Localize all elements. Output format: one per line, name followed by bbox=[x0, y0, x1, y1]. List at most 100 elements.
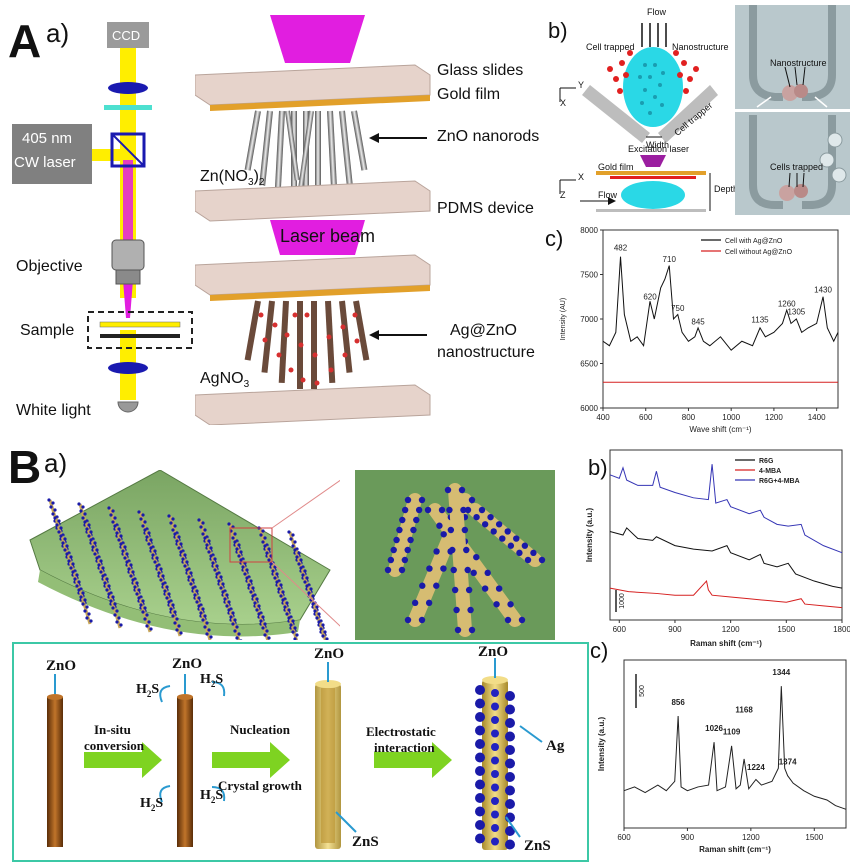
cell-trap-schematic bbox=[559, 23, 718, 212]
inset-rod bbox=[448, 483, 472, 637]
fan-ag-dot bbox=[149, 538, 153, 542]
insitu-label-1: In-situ bbox=[94, 722, 131, 737]
fan-ag-dot bbox=[133, 585, 137, 589]
ac-y-axis-label: Intensity (AU) bbox=[560, 298, 567, 340]
ac-legend-label-1: Cell without Ag@ZnO bbox=[725, 249, 793, 256]
fan-ag-dot bbox=[293, 637, 297, 640]
inset-ag-dot bbox=[418, 496, 426, 504]
fan-ag-dot bbox=[105, 577, 109, 581]
fan-ag-dot bbox=[197, 596, 201, 600]
fan-ag-dot bbox=[87, 523, 91, 527]
fan-ag-dot bbox=[243, 572, 247, 576]
fan-ag-dot bbox=[317, 620, 321, 624]
width-label: Width bbox=[646, 140, 670, 150]
fan-ag-dot bbox=[239, 639, 243, 640]
fan-ag-dot bbox=[97, 563, 101, 567]
fan-ag-dot bbox=[83, 598, 87, 602]
fan-ag-dot bbox=[57, 530, 61, 534]
fan-ag-dot bbox=[233, 540, 237, 544]
fan-ag-dot bbox=[263, 544, 267, 548]
ag-dot bbox=[505, 718, 515, 728]
inset-ag-dot bbox=[458, 486, 466, 494]
bc-peak-label: 1026 bbox=[705, 724, 723, 733]
fan-ag-dot bbox=[177, 546, 181, 550]
fan-ag-dot bbox=[167, 592, 171, 596]
fan-ag-dot bbox=[209, 554, 213, 558]
fan-ag-dot bbox=[65, 552, 69, 556]
fan-ag-dot bbox=[65, 544, 69, 548]
inset-ag-dot bbox=[415, 506, 423, 514]
ag-dot bbox=[505, 758, 515, 769]
fan-ag-dot bbox=[147, 531, 151, 535]
ac-peak-label: 710 bbox=[663, 255, 677, 264]
optical-setup-diagram bbox=[12, 22, 193, 413]
fan-ag-dot bbox=[175, 628, 179, 632]
fan-ag-dot bbox=[79, 509, 83, 513]
fan-ag-dot bbox=[109, 513, 113, 517]
fan-ag-dot bbox=[223, 597, 227, 601]
fan-ag-dot bbox=[129, 563, 133, 567]
fan-ag-dot bbox=[217, 579, 221, 583]
fan-ag-dot bbox=[131, 578, 135, 582]
fan-ag-dot bbox=[245, 568, 249, 572]
fan-ag-dot bbox=[303, 580, 307, 584]
inset-ag-dot bbox=[530, 549, 537, 557]
fan-ag-dot bbox=[89, 619, 93, 623]
fan-ag-dot bbox=[227, 600, 231, 604]
zn-nitrate-label: Zn(NO3)2 bbox=[200, 168, 265, 189]
fan-ag-dot bbox=[127, 567, 131, 571]
fan-ag-dot bbox=[235, 625, 239, 629]
fan-ag-dot bbox=[151, 553, 155, 557]
fan-ag-dot bbox=[149, 627, 153, 631]
ac-peak-label: 1135 bbox=[751, 316, 769, 325]
fan-ag-dot bbox=[115, 531, 119, 535]
fan-ag-dot bbox=[159, 567, 163, 571]
inset-ag-dot bbox=[404, 616, 412, 624]
inset-ag-dot bbox=[495, 521, 503, 528]
fan-ag-dot bbox=[81, 516, 85, 520]
fan-ag-dot bbox=[205, 621, 209, 625]
bc-y-axis-label: Intensity (a.u.) bbox=[597, 717, 606, 772]
ag-dot bbox=[505, 772, 515, 782]
ag-dot bbox=[475, 712, 485, 722]
inset-ag-dot bbox=[399, 516, 406, 524]
fan-ag-dot bbox=[111, 509, 115, 513]
h2s-label-2: H2S bbox=[200, 672, 224, 689]
fan-ag-dot bbox=[291, 630, 295, 634]
inset-ag-dot bbox=[499, 535, 506, 542]
electrostatic-label-2: interaction bbox=[374, 740, 435, 755]
inset-ag-dot bbox=[453, 606, 460, 614]
ac-x-tick-label: 1400 bbox=[808, 413, 826, 422]
crystal-growth-label: Crystal growth bbox=[218, 778, 302, 793]
fan-ag-dot bbox=[291, 619, 295, 623]
fan-ag-dot bbox=[135, 592, 139, 596]
ac-legend-label-0: Cell with Ag@ZnO bbox=[725, 238, 783, 245]
ag-dot bbox=[475, 739, 485, 749]
fan-ag-dot bbox=[285, 601, 289, 605]
fan-ag-dot bbox=[279, 583, 283, 587]
subpanel-bc-label: c) bbox=[590, 638, 609, 663]
fan-ag-dot bbox=[107, 584, 111, 588]
inset-ag-dot bbox=[419, 582, 426, 589]
fan-ag-dot bbox=[51, 501, 55, 505]
chart-bc: 600 900 1200 1500 Raman shift (cm⁻¹) Intensit… bbox=[597, 659, 847, 854]
fan-ag-dot bbox=[239, 550, 243, 554]
fan-ag-dot bbox=[315, 616, 319, 620]
inset-ag-dot bbox=[504, 616, 512, 624]
fan-ag-dot bbox=[199, 525, 203, 529]
growth-scheme bbox=[47, 658, 543, 850]
inset-ag-dot bbox=[398, 566, 406, 574]
inset-ag-dot bbox=[401, 506, 409, 514]
fan-ag-dot bbox=[197, 518, 201, 522]
inset-ag-dot bbox=[404, 546, 411, 554]
fan-ag-dot bbox=[163, 589, 167, 593]
bb-series-line-0 bbox=[609, 527, 843, 589]
ac-peak-label: 845 bbox=[691, 317, 705, 326]
fan-ag-dot bbox=[307, 591, 311, 595]
gold-film-label: Gold film bbox=[437, 86, 501, 103]
fan-ag-dot bbox=[233, 629, 237, 633]
fan-ag-dot bbox=[215, 572, 219, 576]
fan-ag-dot bbox=[257, 604, 261, 608]
inset-ag-dot bbox=[507, 542, 515, 549]
inset-ag-dot bbox=[433, 548, 440, 555]
